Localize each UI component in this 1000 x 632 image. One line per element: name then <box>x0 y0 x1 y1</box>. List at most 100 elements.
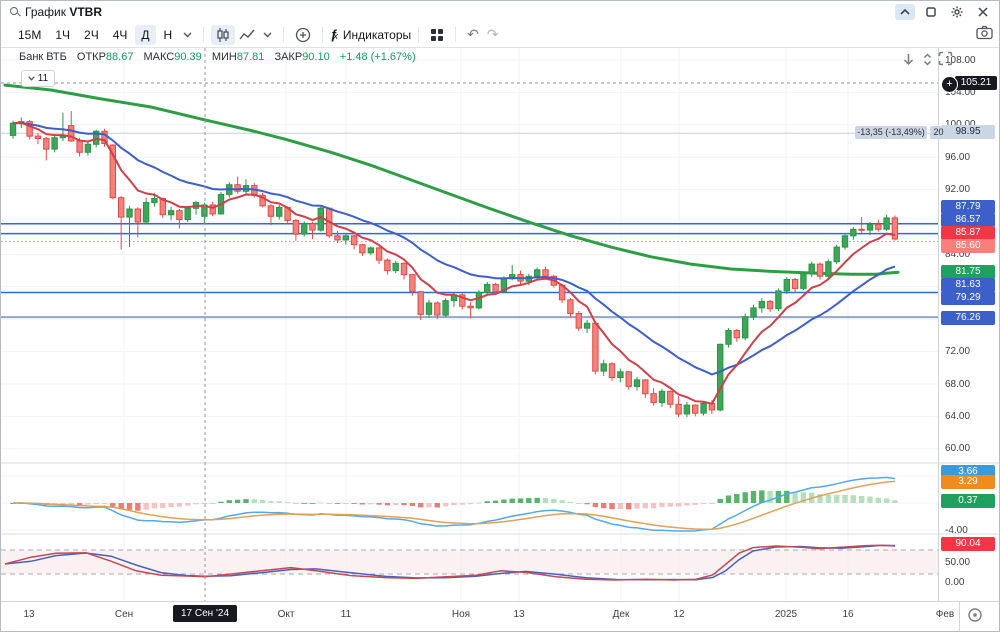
candle <box>359 243 366 256</box>
candle-style-button[interactable] <box>211 24 236 45</box>
candle <box>34 132 42 145</box>
timeframe-menu-button[interactable] <box>179 30 196 40</box>
price-chart-pane[interactable] <box>1 48 938 463</box>
maximize-pane-button[interactable] <box>921 53 934 66</box>
candle <box>783 277 790 295</box>
candle <box>617 368 624 383</box>
scroll-down-button[interactable] <box>902 53 915 66</box>
chevron-down-icon <box>183 32 192 37</box>
legend-symbol-name: Банк ВТБ <box>19 51 67 63</box>
stoch-red-line <box>4 544 896 581</box>
candle <box>650 388 657 406</box>
ma-blue-line <box>12 121 896 376</box>
crosshair-add-order-button[interactable]: + <box>941 76 958 93</box>
plus-circle-icon <box>296 27 311 42</box>
timeframe-15m-button[interactable]: 15М <box>12 25 47 45</box>
price-axis-label: 60.00 <box>945 443 971 455</box>
collapsed-indicators-toggle[interactable]: 11 <box>21 70 55 87</box>
candle <box>409 273 416 296</box>
time-axis-label: 13 <box>23 609 35 620</box>
line-chart-icon <box>239 29 255 39</box>
price-axis-label: 108.00 <box>945 54 976 66</box>
candle <box>875 219 882 232</box>
timeframe-day-button[interactable]: Д <box>135 24 156 45</box>
candle <box>350 235 358 250</box>
price-axis[interactable]: 60.0064.0068.0072.0076.0080.0084.0088.00… <box>939 48 999 601</box>
timeframe-week-button[interactable]: Н <box>158 25 179 45</box>
legend-close-value: 90.10 <box>302 51 330 63</box>
candle <box>459 293 466 310</box>
candle <box>26 119 33 140</box>
timeframe-4h-button[interactable]: 4Ч <box>107 25 134 45</box>
chart-style-menu-button[interactable] <box>259 30 276 40</box>
candle <box>725 328 732 348</box>
candle <box>434 301 441 320</box>
price-axis-label: 64.00 <box>945 410 971 422</box>
candle <box>841 233 849 250</box>
macd-line <box>12 476 896 532</box>
price-axis-label: 96.00 <box>945 151 971 163</box>
line-style-button[interactable] <box>235 26 259 44</box>
candle <box>791 277 799 293</box>
restore-window-button[interactable] <box>921 4 941 20</box>
undo-button[interactable]: ↶ <box>467 26 479 43</box>
symbol-name: VTBR <box>69 4 103 19</box>
candle <box>118 196 125 250</box>
candle <box>276 205 283 220</box>
candle <box>575 311 582 332</box>
screenshot-button[interactable] <box>976 25 993 40</box>
position-pnl-tag[interactable]: -13,35 (-13,49%) <box>855 126 927 139</box>
search-icon[interactable] <box>10 7 19 16</box>
timeframe-1h-button[interactable]: 1Ч <box>49 25 76 45</box>
legend-low-value: 87.81 <box>236 51 265 63</box>
candle <box>742 313 749 341</box>
timeframe-2h-button[interactable]: 2Ч <box>78 25 105 45</box>
candle <box>808 261 815 278</box>
candle <box>134 207 142 238</box>
candle <box>375 247 383 265</box>
price-axis-label: 84.00 <box>945 248 971 260</box>
window-titlebar: График VTBR <box>1 1 999 23</box>
compare-add-button[interactable] <box>291 25 315 45</box>
time-axis-label: Окт <box>277 609 295 620</box>
candle <box>176 209 183 229</box>
candle <box>292 218 300 241</box>
stochastic-indicator-pane[interactable] <box>1 534 938 601</box>
fullscreen-button[interactable] <box>938 51 953 66</box>
time-axis[interactable]: 13 Сен 17 Сен '24 Окт 11 Ноя 13 Дек 12 2025 16 Фев <box>1 601 999 631</box>
camera-icon <box>976 25 993 40</box>
collapse-panel-button[interactable] <box>895 3 915 20</box>
candle <box>775 288 782 312</box>
settings-button[interactable] <box>947 4 967 20</box>
time-axis-separator <box>959 602 960 631</box>
macd-hist-badge: 0.37 <box>941 494 995 508</box>
candle <box>866 222 874 235</box>
candle <box>492 282 499 295</box>
indicators-button[interactable]: ƒx Индикаторы <box>330 27 412 42</box>
price-axis-label: 100.00 <box>945 118 976 131</box>
macd-signal-line <box>13 480 895 530</box>
position-qty-tag[interactable]: 20 <box>930 126 947 139</box>
ma-blue-value-badge: 81.63 <box>941 278 995 292</box>
layout-grid-button[interactable] <box>426 26 448 44</box>
macd-indicator-pane[interactable] <box>1 463 938 534</box>
candle <box>750 304 757 320</box>
price-axis-label: 92.00 <box>945 184 971 196</box>
legend-open-value: 88.67 <box>105 51 134 63</box>
candle <box>425 299 433 318</box>
level-price-badge: 79.29 <box>941 291 995 305</box>
candle <box>833 244 840 265</box>
candle <box>800 271 807 290</box>
fx-icon: ƒx <box>330 27 338 42</box>
candle <box>259 192 266 208</box>
legend-high-value: 90.39 <box>174 51 202 63</box>
candle <box>733 328 740 342</box>
close-button[interactable] <box>973 4 993 20</box>
go-to-realtime-button[interactable] <box>967 607 983 623</box>
candle <box>608 362 616 381</box>
redo-button[interactable]: ↷ <box>486 26 499 43</box>
macd-signal-badge: 3.29 <box>941 475 995 489</box>
chevron-down-icon <box>28 76 35 81</box>
crosshair-date-badge: 17 Сен '24 <box>172 605 238 622</box>
